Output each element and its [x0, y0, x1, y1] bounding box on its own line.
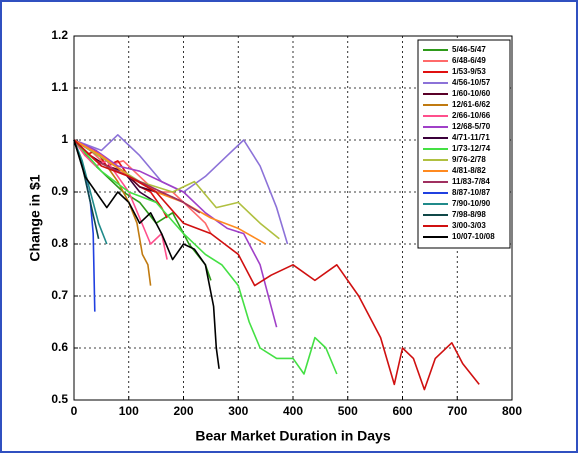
legend-label: 1/73-12/74 — [452, 144, 491, 153]
series-line — [73, 139, 108, 245]
legend-label: 4/56-10/57 — [452, 78, 491, 87]
legend-label: 10/07-10/08 — [452, 232, 495, 241]
legend-label: 8/87-10/87 — [452, 188, 491, 197]
series-line — [73, 139, 220, 369]
legend-label: 5/46-5/47 — [452, 45, 486, 54]
y-axis-label: Change in $1 — [27, 174, 43, 261]
legend-label: 12/61-6/62 — [452, 100, 491, 109]
series-line — [73, 139, 480, 391]
y-tick-label: 0.8 — [51, 236, 68, 250]
x-tick-label: 0 — [71, 404, 78, 418]
legend-label: 6/48-6/49 — [452, 56, 486, 65]
series-line — [73, 139, 168, 260]
x-tick-label: 700 — [447, 404, 467, 418]
plot-frame — [73, 35, 513, 401]
x-axis-label: Bear Market Duration in Days — [195, 428, 390, 444]
legend-label: 7/90-10/90 — [452, 199, 491, 208]
y-tick-label: 1.1 — [51, 80, 68, 94]
x-tick-label: 400 — [283, 404, 303, 418]
x-tick-label: 600 — [392, 404, 412, 418]
legend-label: 4/81-8/82 — [452, 166, 486, 175]
legend-label: 7/98-8/98 — [452, 210, 486, 219]
legend-label: 2/66-10/66 — [452, 111, 491, 120]
legend-label: 9/76-2/78 — [452, 155, 486, 164]
series-line — [73, 139, 266, 245]
legend-label: 4/71-11/71 — [452, 133, 490, 142]
y-tick-label: 0.9 — [51, 184, 68, 198]
legend-label: 1/53-9/53 — [452, 67, 486, 76]
x-tick-label: 800 — [502, 404, 522, 418]
y-tick-label: 0.6 — [51, 340, 68, 354]
series-line — [73, 139, 338, 375]
legend-label: 12/68-5/70 — [452, 122, 491, 131]
y-tick-label: 0.7 — [51, 288, 68, 302]
series-line — [73, 134, 289, 245]
y-tick-label: 1.2 — [51, 28, 68, 42]
x-tick-label: 100 — [119, 404, 139, 418]
x-tick-label: 200 — [173, 404, 193, 418]
legend-label: 11/83-7/84 — [452, 177, 490, 186]
y-tick-label: 1 — [61, 132, 68, 146]
legend-label: 3/00-3/03 — [452, 221, 486, 230]
x-tick-label: 500 — [338, 404, 358, 418]
x-tick-label: 300 — [228, 404, 248, 418]
series-line — [73, 139, 278, 328]
y-tick-label: 0.5 — [51, 392, 68, 406]
legend-label: 1/60-10/60 — [452, 89, 491, 98]
legend-box — [417, 39, 511, 249]
series-line — [73, 139, 168, 219]
